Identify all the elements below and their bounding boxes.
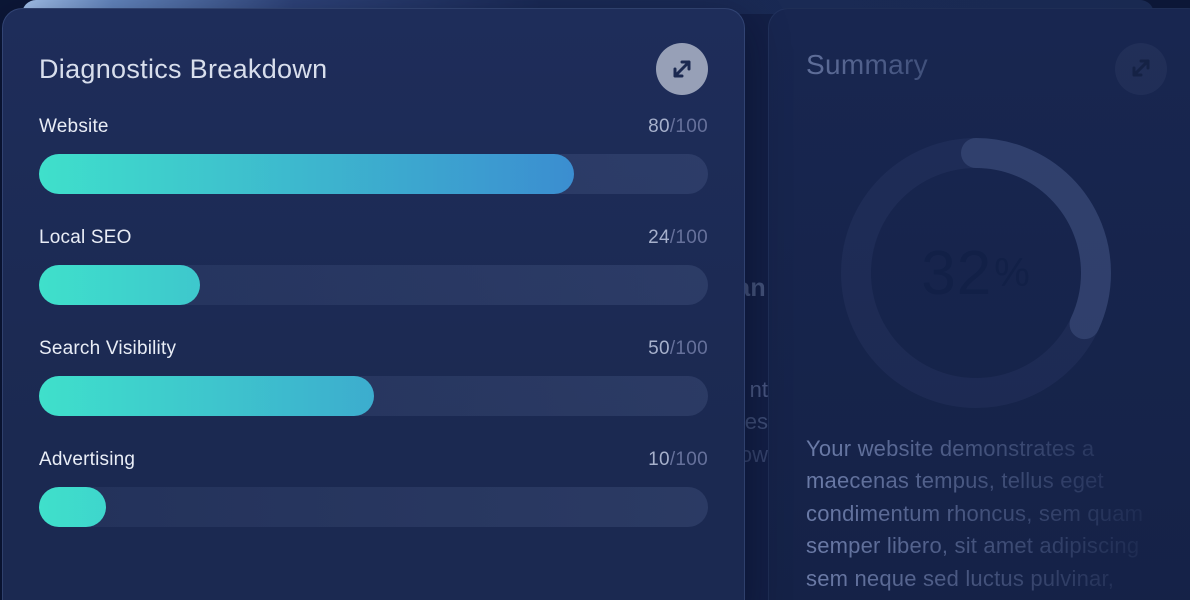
expand-diagonal-arrows-icon <box>1128 55 1154 84</box>
progress-fill <box>39 265 200 305</box>
metric-row: Advertising 10/100 <box>39 447 708 527</box>
metric-max: /100 <box>669 449 708 470</box>
summary-title: Summary <box>806 49 928 80</box>
metric-label: Local SEO <box>39 227 132 248</box>
card-title: Diagnostics Breakdown <box>39 53 328 84</box>
metric-head: Local SEO 24/100 <box>39 225 708 251</box>
metric-score: 24 <box>648 227 670 248</box>
metric-score: 80 <box>648 116 670 137</box>
background-text-fragment-line: es <box>744 409 768 435</box>
background-text-fragment-line: nt <box>749 377 768 402</box>
score-percent: 32% <box>840 137 1112 409</box>
summary-paragraph-line: semper libero, sit amet adipiscing <box>806 530 1158 562</box>
metric-value: 50/100 <box>648 336 708 362</box>
metric-label: Advertising <box>39 449 136 470</box>
progress-track <box>39 376 708 416</box>
metric-value: 24/100 <box>648 225 708 251</box>
summary-paragraph-line: maecenas tempus, tellus eget <box>806 465 1158 497</box>
metric-score: 50 <box>648 338 670 359</box>
metric-row: Search Visibility 50/100 <box>39 336 708 416</box>
metric-head: Search Visibility 50/100 <box>39 336 708 362</box>
summary-paragraph-line: hendrerit id, lorem. <box>806 595 1158 600</box>
metric-value: 10/100 <box>648 447 708 473</box>
percent-sign: % <box>994 250 1031 295</box>
metric-label: Search Visibility <box>39 338 177 359</box>
score-number: 32 <box>921 238 993 308</box>
progress-track <box>39 487 708 527</box>
metric-max: /100 <box>669 227 708 248</box>
summary-paragraph-line: condimentum rhoncus, sem quam <box>806 498 1158 530</box>
donut-ring-icon <box>841 138 1111 408</box>
progress-track <box>39 265 708 305</box>
progress-fill <box>39 376 374 416</box>
card-header: Diagnostics Breakdown <box>39 41 708 97</box>
summary-paragraph-line: sem neque sed luctus pulvinar, <box>806 563 1158 595</box>
summary-expand-button[interactable] <box>1115 43 1167 95</box>
score-donut: 32% <box>840 137 1112 409</box>
metric-rows: Website 80/100 Local SEO 24/100 Search V… <box>39 114 708 527</box>
summary-paragraph-line: Your website demonstrates a <box>806 433 1158 465</box>
metric-row: Local SEO 24/100 <box>39 225 708 305</box>
progress-track <box>39 154 708 194</box>
metric-max: /100 <box>669 338 708 359</box>
diagnostics-breakdown-card: Diagnostics Breakdown Website 80/100 Loc… <box>2 8 745 600</box>
metric-row: Website 80/100 <box>39 114 708 194</box>
metric-value: 80/100 <box>648 114 708 140</box>
progress-fill <box>39 154 575 194</box>
expand-diagonal-arrows-icon <box>669 56 695 82</box>
metric-head: Advertising 10/100 <box>39 447 708 473</box>
summary-paragraph: Your website demonstrates a maecenas temp… <box>806 433 1158 600</box>
expand-button[interactable] <box>656 43 708 95</box>
metric-max: /100 <box>669 116 708 137</box>
progress-fill <box>39 487 106 527</box>
metric-head: Website 80/100 <box>39 114 708 140</box>
metric-label: Website <box>39 116 109 137</box>
metric-score: 10 <box>648 449 670 470</box>
